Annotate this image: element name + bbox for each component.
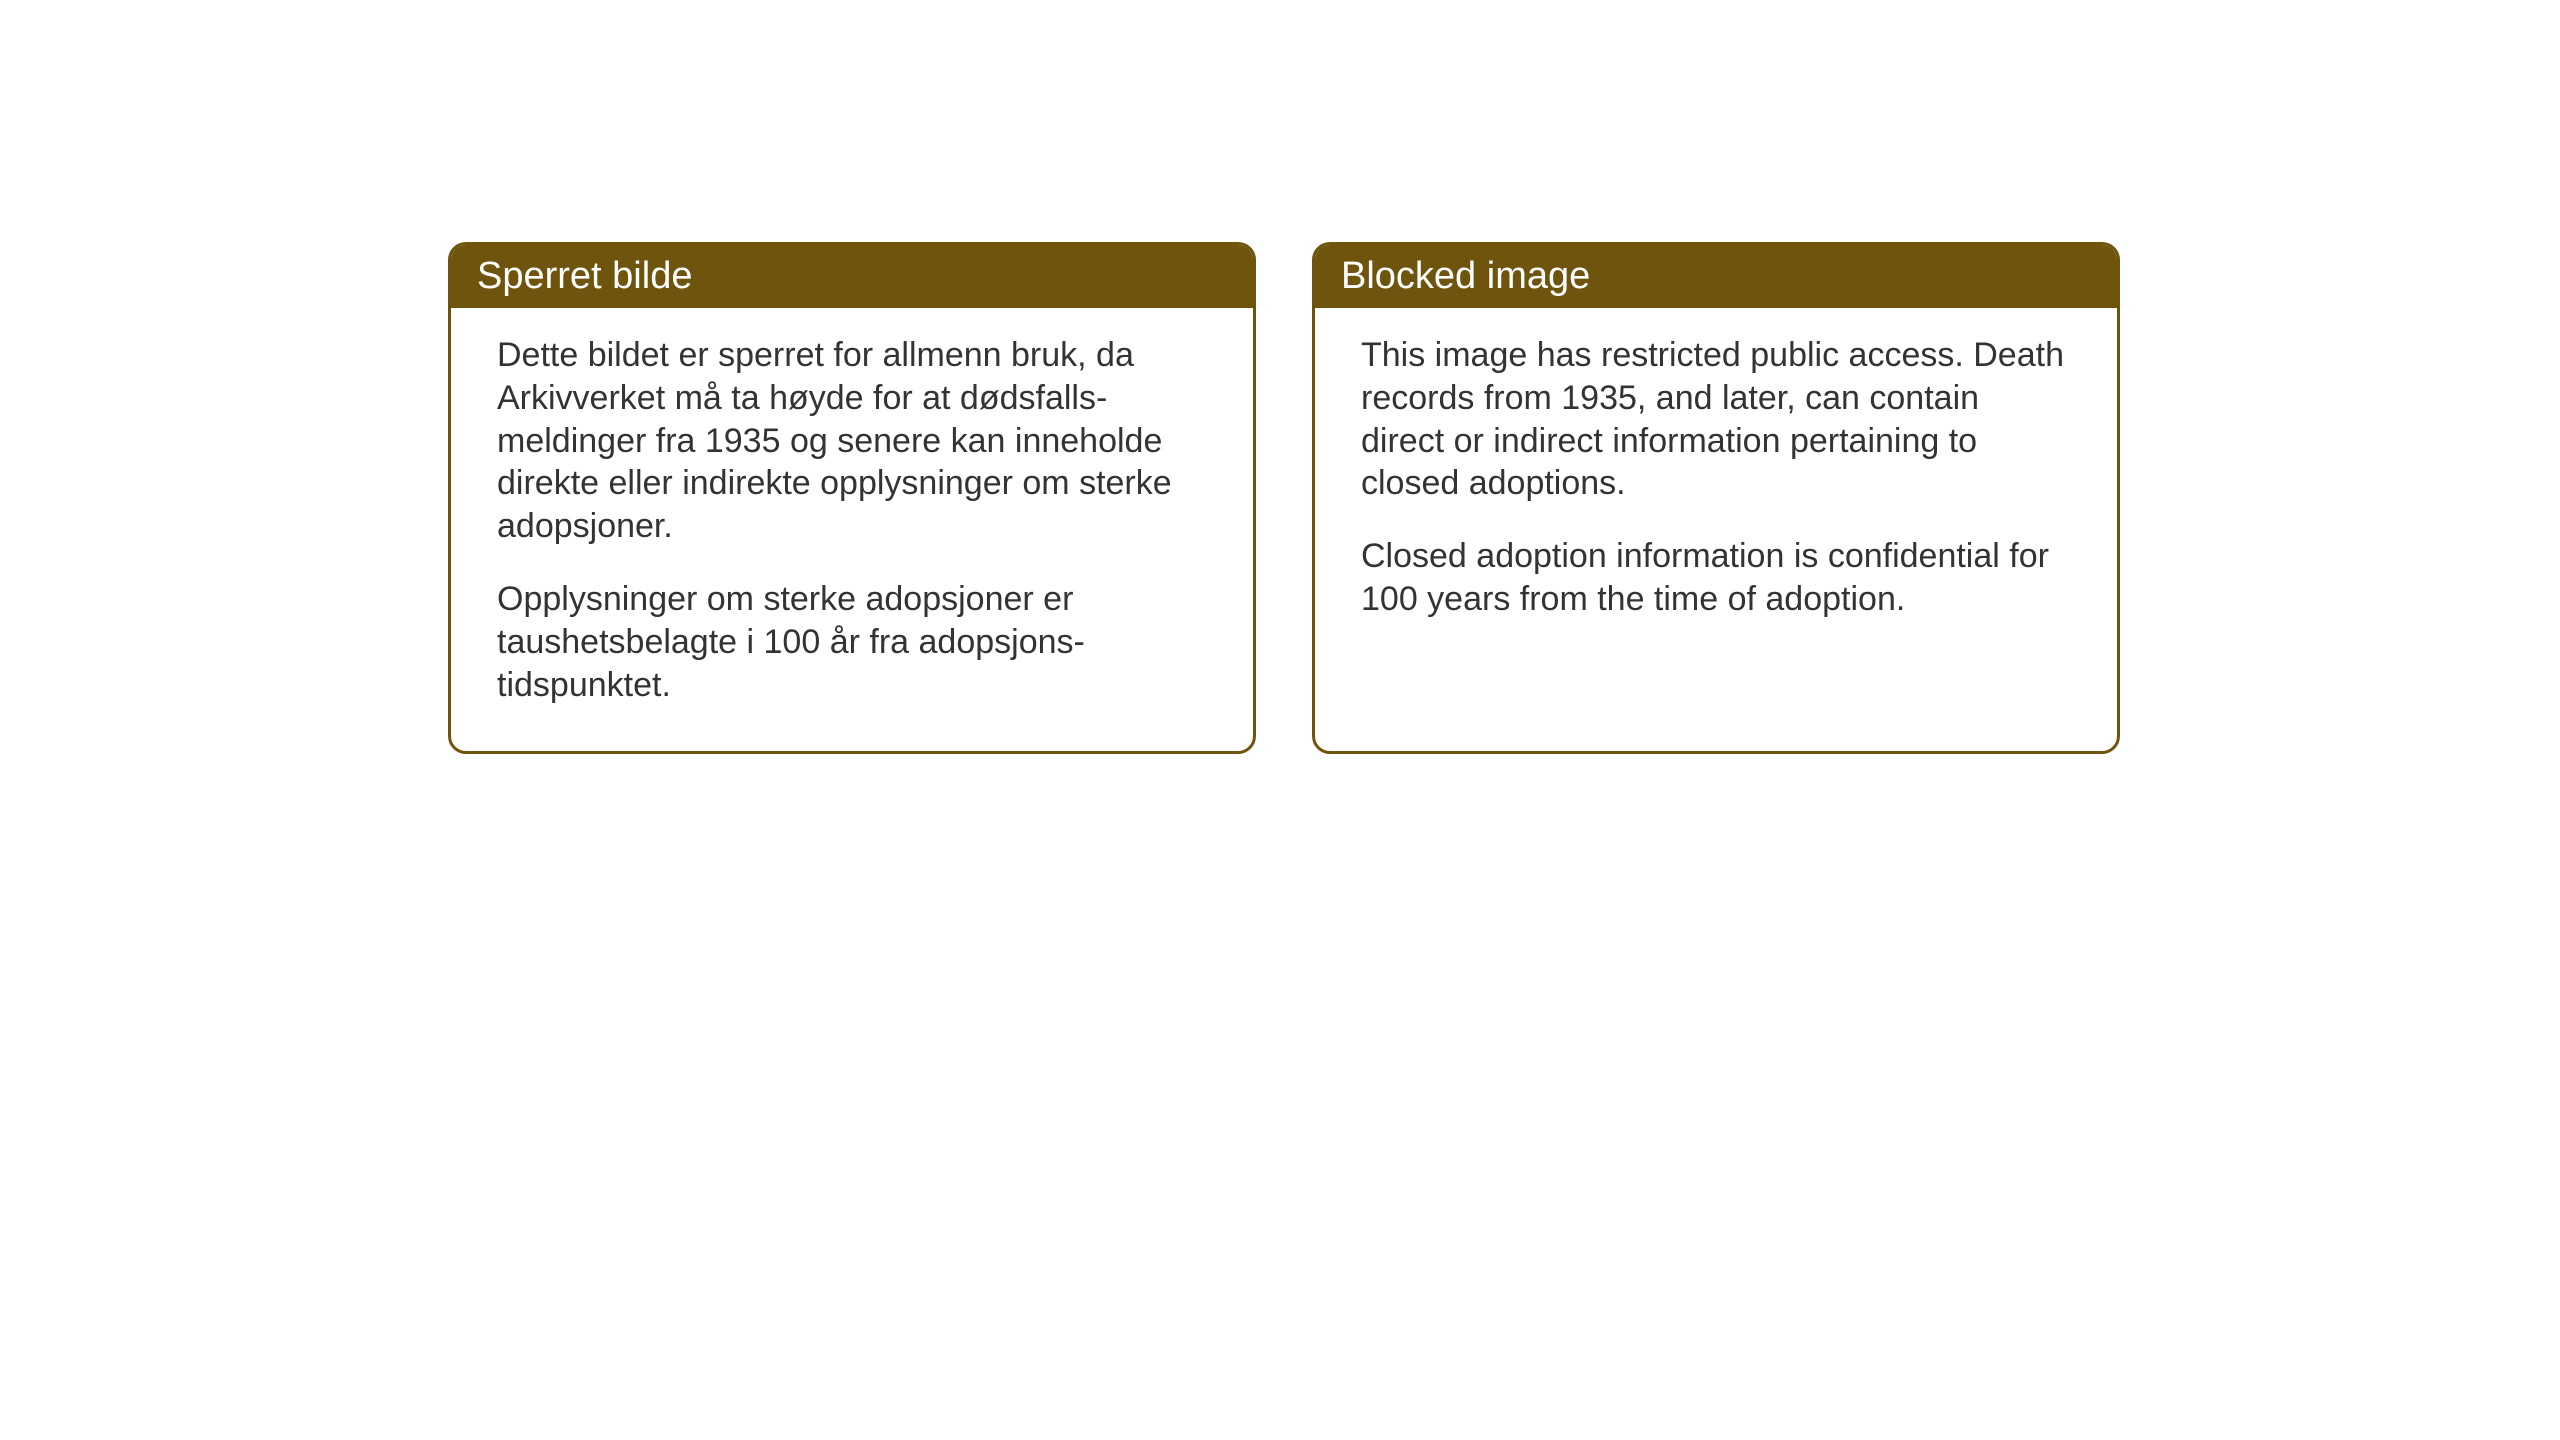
notice-cards-container: Sperret bilde Dette bildet er sperret fo… xyxy=(448,242,2120,754)
notice-card-norwegian: Sperret bilde Dette bildet er sperret fo… xyxy=(448,242,1256,754)
card-title-norwegian: Sperret bilde xyxy=(477,255,692,297)
card-paragraph-english-1: This image has restricted public access.… xyxy=(1361,334,2071,505)
card-header-norwegian: Sperret bilde xyxy=(451,245,1253,308)
card-title-english: Blocked image xyxy=(1341,255,1590,297)
card-paragraph-english-2: Closed adoption information is confident… xyxy=(1361,535,2071,621)
card-body-norwegian: Dette bildet er sperret for allmenn bruk… xyxy=(451,308,1253,747)
card-header-english: Blocked image xyxy=(1315,245,2117,308)
card-paragraph-norwegian-1: Dette bildet er sperret for allmenn bruk… xyxy=(497,334,1207,548)
card-paragraph-norwegian-2: Opplysninger om sterke adopsjoner er tau… xyxy=(497,578,1207,706)
card-body-english: This image has restricted public access.… xyxy=(1315,308,2117,661)
notice-card-english: Blocked image This image has restricted … xyxy=(1312,242,2120,754)
